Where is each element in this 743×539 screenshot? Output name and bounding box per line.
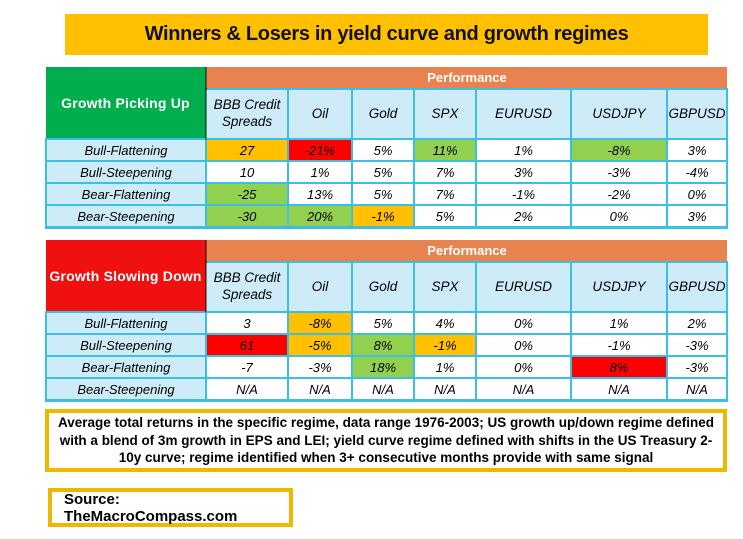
data-cell: -5% xyxy=(287,333,353,357)
data-cell: -30 xyxy=(205,204,289,229)
row-label: Bull-Steepening xyxy=(45,160,207,184)
data-cell: N/A xyxy=(205,377,289,402)
data-cell: 5% xyxy=(351,182,415,206)
data-cell: 5% xyxy=(351,311,415,335)
data-cell: -1% xyxy=(351,204,415,229)
row-label: Bull-Steepening xyxy=(45,333,207,357)
data-cell: N/A xyxy=(351,377,415,402)
data-cell: 13% xyxy=(287,182,353,206)
column-header: Gold xyxy=(351,88,415,140)
column-header: BBB Credit Spreads xyxy=(205,88,289,140)
data-cell: -2% xyxy=(570,182,668,206)
row-label: Bull-Flattening xyxy=(45,138,207,162)
regime-header: Growth Picking Up xyxy=(46,67,207,139)
regime-header: Growth Slowing Down xyxy=(46,240,207,312)
data-cell: 3% xyxy=(475,160,572,184)
data-cell: 61 xyxy=(205,333,289,357)
data-cell: N/A xyxy=(475,377,572,402)
data-cell: 11% xyxy=(413,138,477,162)
data-cell: 2% xyxy=(666,311,728,335)
data-cell: 18% xyxy=(351,355,415,379)
column-header: GBPUSD xyxy=(666,88,728,140)
data-cell: 7% xyxy=(413,182,477,206)
data-cell: N/A xyxy=(666,377,728,402)
data-cell: 0% xyxy=(475,333,572,357)
data-cell: 0% xyxy=(666,182,728,206)
row-label: Bear-Steepening xyxy=(45,204,207,229)
data-cell: 1% xyxy=(413,355,477,379)
row-label: Bear-Flattening xyxy=(45,355,207,379)
data-cell: -1% xyxy=(570,333,668,357)
data-cell: 10 xyxy=(205,160,289,184)
data-cell: N/A xyxy=(413,377,477,402)
row-label: Bear-Flattening xyxy=(45,182,207,206)
data-cell: 0% xyxy=(475,355,572,379)
data-cell: 1% xyxy=(287,160,353,184)
data-cell: 1% xyxy=(475,138,572,162)
data-cell: N/A xyxy=(570,377,668,402)
performance-band: Performance xyxy=(206,67,727,90)
performance-band: Performance xyxy=(206,240,727,263)
data-cell: N/A xyxy=(287,377,353,402)
data-cell: -8% xyxy=(570,138,668,162)
source-attribution: Source: TheMacroCompass.com xyxy=(48,488,293,527)
data-cell: -3% xyxy=(666,333,728,357)
data-cell: -21% xyxy=(287,138,353,162)
growth-picking-up-table: Growth Picking Up Performance BBB Credit S… xyxy=(45,67,728,229)
column-header: Gold xyxy=(351,261,415,313)
column-header: EURUSD xyxy=(475,261,572,313)
data-cell: 5% xyxy=(413,204,477,229)
data-cell: 27 xyxy=(205,138,289,162)
data-cell: -3% xyxy=(287,355,353,379)
page-title: Winners & Losers in yield curve and grow… xyxy=(65,14,708,55)
column-header: GBPUSD xyxy=(666,261,728,313)
row-label: Bear-Steepening xyxy=(45,377,207,402)
column-header: USDJPY xyxy=(570,261,668,313)
data-cell: 0% xyxy=(475,311,572,335)
column-header: USDJPY xyxy=(570,88,668,140)
column-header: Oil xyxy=(287,88,353,140)
growth-slowing-down-table: Growth Slowing Down Performance BBB Credit… xyxy=(45,240,728,402)
row-label: Bull-Flattening xyxy=(45,311,207,335)
data-cell: 3% xyxy=(666,204,728,229)
column-header: Oil xyxy=(287,261,353,313)
data-cell: 4% xyxy=(413,311,477,335)
data-cell: 3 xyxy=(205,311,289,335)
data-cell: 5% xyxy=(351,138,415,162)
data-cell: -1% xyxy=(413,333,477,357)
data-cell: 8% xyxy=(570,355,668,379)
data-cell: 1% xyxy=(570,311,668,335)
column-header: BBB Credit Spreads xyxy=(205,261,289,313)
data-cell: 2% xyxy=(475,204,572,229)
column-header: EURUSD xyxy=(475,88,572,140)
data-cell: -4% xyxy=(666,160,728,184)
data-cell: -25 xyxy=(205,182,289,206)
data-cell: -1% xyxy=(475,182,572,206)
data-cell: 3% xyxy=(666,138,728,162)
data-cell: 0% xyxy=(570,204,668,229)
data-cell: -8% xyxy=(287,311,353,335)
data-cell: 8% xyxy=(351,333,415,357)
data-cell: 7% xyxy=(413,160,477,184)
column-header: SPX xyxy=(413,88,477,140)
column-header: SPX xyxy=(413,261,477,313)
data-cell: 5% xyxy=(351,160,415,184)
data-cell: 20% xyxy=(287,204,353,229)
data-cell: -3% xyxy=(666,355,728,379)
methodology-note: Average total returns in the specific re… xyxy=(45,409,727,472)
data-cell: -3% xyxy=(570,160,668,184)
data-cell: -7 xyxy=(205,355,289,379)
